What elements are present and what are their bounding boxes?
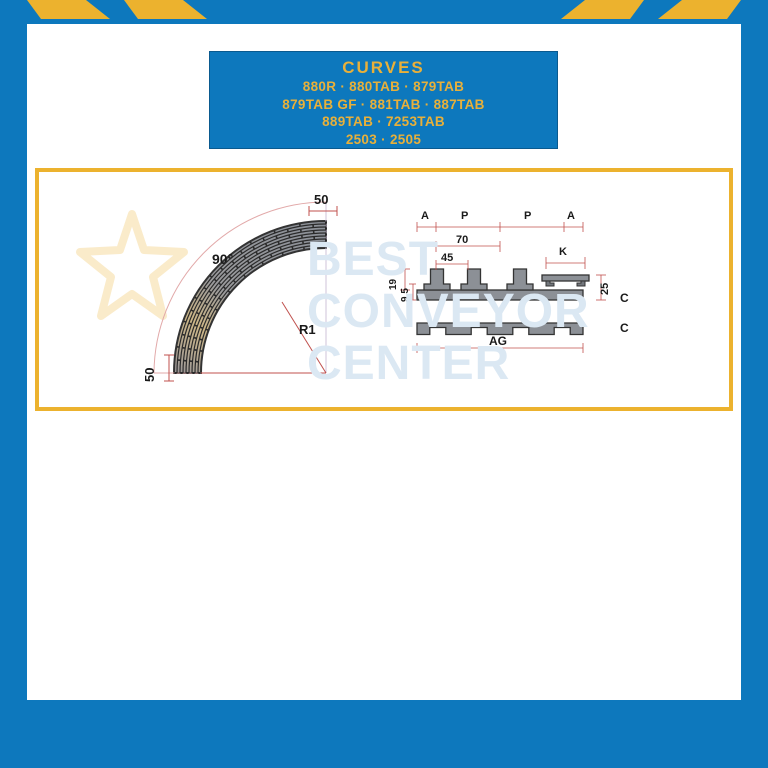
svg-text:A: A <box>421 210 429 222</box>
svg-text:A: A <box>567 210 575 222</box>
svg-text:50: 50 <box>142 368 157 382</box>
svg-text:P: P <box>524 210 531 222</box>
svg-text:P: P <box>461 210 468 222</box>
svg-text:50: 50 <box>314 192 328 207</box>
